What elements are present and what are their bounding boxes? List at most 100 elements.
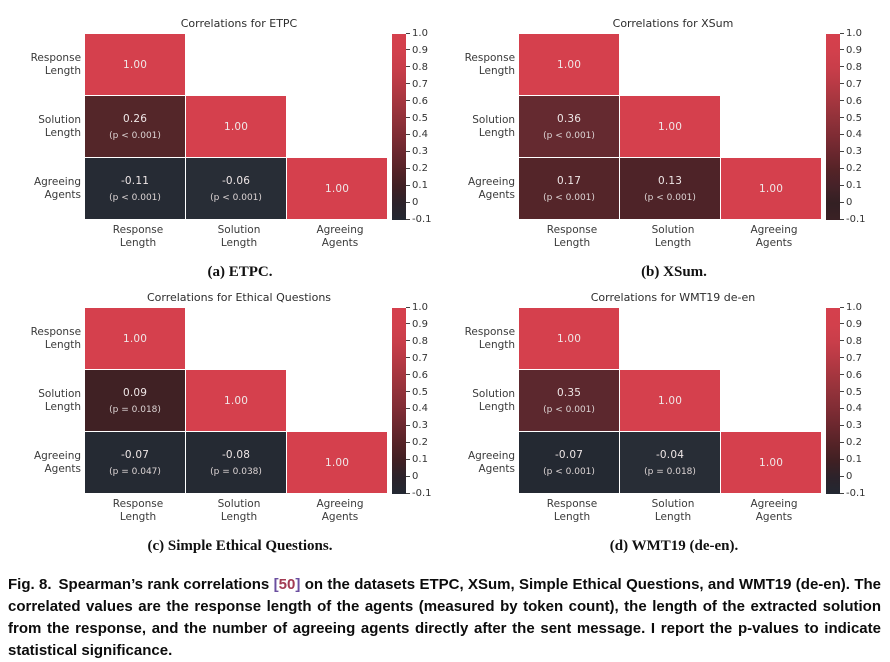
y-tick-label: Response Length [464, 52, 516, 77]
heatmap-cell: 1.00 [186, 96, 287, 157]
x-axis-labels: Response Length Solution Length Agreeing A… [522, 494, 824, 528]
heatmap-grid: 1.00 0.09 (p = 0.018) 1.00 -0.07 (p = 0.047) -… [85, 308, 388, 493]
cell-p-value: (p < 0.001) [543, 192, 595, 203]
cell-p-value: (p = 0.038) [210, 466, 262, 477]
heatmap-cell: 0.35 (p < 0.001) [519, 370, 620, 431]
colorbar [392, 34, 407, 220]
colorbar-tick-label: 0.6 [406, 370, 428, 381]
cell-value: -0.06 [221, 174, 251, 187]
heatmap-cell: 1.00 [620, 96, 721, 157]
subplot-b: Correlations for XSum Response Length Sol… [442, 12, 876, 286]
heatmap-cell: 1.00 [287, 432, 388, 493]
colorbar-tick-label: 0 [840, 198, 852, 208]
colorbar-tick-label: 0.9 [406, 319, 428, 330]
cell-p-value: (p < 0.001) [543, 130, 595, 141]
colorbar-tick-label: -0.1 [406, 489, 432, 499]
cell-value: -0.11 [120, 174, 150, 187]
colorbar-ticks: 1.0 0.9 0.8 0.7 0.6 0.5 0.4 0.3 0.2 0.1 0 -0.1 [840, 303, 878, 499]
heatmap-cell-empty [721, 34, 821, 95]
caption-text-before: Spearman’s rank correlations [58, 576, 270, 593]
colorbar-tick-label: 0.4 [406, 404, 428, 414]
plot-title: Correlations for ETPC [180, 17, 298, 30]
cell-p-value: (p = 0.018) [644, 466, 696, 477]
heatmap-cell: 0.17 (p < 0.001) [519, 158, 620, 219]
colorbar-tick-label: 0.1 [406, 181, 428, 191]
colorbar-tick-label: 0.3 [406, 147, 428, 157]
cell-value: 1.00 [223, 120, 249, 133]
x-tick-label: Agreeing Agents [750, 498, 798, 523]
plot-body: Response Length Solution Length Agreeing A… [442, 29, 878, 225]
y-tick-label: Response Length [464, 326, 516, 351]
heatmap-cell-empty [287, 96, 387, 157]
colorbar-tick-label: 0.5 [840, 113, 862, 124]
heatmap-cell: 1.00 [519, 34, 620, 95]
heatmap-cell: 1.00 [287, 158, 388, 219]
colorbar [826, 308, 841, 494]
colorbar-tick-label: 0 [840, 472, 852, 482]
cell-p-value: (p = 0.018) [109, 404, 161, 415]
cell-value: 1.00 [657, 120, 683, 133]
cell-value: 0.35 [556, 386, 582, 399]
colorbar-tick-label: 0.9 [406, 45, 428, 56]
heatmap-cell-empty [620, 34, 720, 95]
cell-p-value: (p < 0.001) [109, 130, 161, 141]
y-tick-label: Response Length [30, 326, 82, 351]
subplot-caption: (b) XSum. [641, 264, 707, 280]
y-tick-label: Response Length [30, 52, 82, 77]
plot-body: Response Length Solution Length Agreeing A… [442, 303, 878, 499]
colorbar-tick-label: 0 [406, 198, 418, 208]
citation-link[interactable]: [50] [274, 576, 301, 593]
figure-grid: Correlations for ETPC Response Length Sol… [0, 0, 890, 556]
x-tick-label: Agreeing Agents [750, 224, 798, 249]
heatmap-cell: 1.00 [85, 34, 186, 95]
heatmap-grid: 1.00 0.36 (p < 0.001) 1.00 0.17 (p < 0.001) 0.… [519, 34, 822, 219]
x-tick-label: Response Length [112, 224, 164, 249]
subplot-caption: (c) Simple Ethical Questions. [147, 538, 333, 554]
colorbar-tick-label: 0.5 [406, 113, 428, 124]
x-tick-label: Response Length [546, 224, 598, 249]
y-axis-labels: Response Length Solution Length Agreeing A… [8, 308, 85, 494]
y-tick-label: Agreeing Agents [33, 450, 82, 475]
colorbar-wrap: 1.0 0.9 0.8 0.7 0.6 0.5 0.4 0.3 0.2 0.1 0 -0.1 [826, 29, 878, 225]
heatmap-cell-empty [287, 308, 387, 369]
colorbar-wrap: 1.0 0.9 0.8 0.7 0.6 0.5 0.4 0.3 0.2 0.1 0 -0.1 [392, 29, 442, 225]
y-tick-label: Solution Length [472, 114, 516, 139]
colorbar-tick-label: 1.0 [840, 29, 862, 39]
y-tick-label: Solution Length [38, 388, 82, 413]
colorbar-tick-label: -0.1 [840, 215, 866, 225]
cell-value: 0.26 [122, 112, 148, 125]
y-tick-label: Agreeing Agents [33, 176, 82, 201]
colorbar-tick-label: 0.8 [840, 336, 862, 347]
cell-value: 1.00 [324, 456, 350, 469]
heatmap-cell: 0.09 (p = 0.018) [85, 370, 186, 431]
heatmap-cell: 1.00 [620, 370, 721, 431]
heatmap-cell: -0.04 (p = 0.018) [620, 432, 721, 493]
heatmap-cell: 0.36 (p < 0.001) [519, 96, 620, 157]
colorbar-wrap: 1.0 0.9 0.8 0.7 0.6 0.5 0.4 0.3 0.2 0.1 0 -0.1 [392, 303, 444, 499]
colorbar-tick-label: 0.3 [840, 421, 862, 431]
colorbar-tick-label: -0.1 [406, 215, 432, 225]
subplot-caption: (d) WMT19 (de-en). [609, 538, 739, 554]
subplot-a: Correlations for ETPC Response Length Sol… [8, 12, 442, 286]
colorbar-ticks: 1.0 0.9 0.8 0.7 0.6 0.5 0.4 0.3 0.2 0.1 0 -0.1 [840, 29, 878, 225]
y-axis-labels: Response Length Solution Length Agreeing A… [8, 34, 85, 220]
caption-text-after: on the datasets ETPC, XSum, Simple Ethic… [8, 576, 881, 660]
colorbar-tick-label: 0.3 [840, 147, 862, 157]
colorbar-tick-label: 1.0 [406, 29, 428, 39]
heatmap-grid: 1.00 0.35 (p < 0.001) 1.00 -0.07 (p < 0.001) -… [519, 308, 822, 493]
cell-p-value: (p < 0.001) [109, 192, 161, 203]
cell-p-value: (p < 0.001) [644, 192, 696, 203]
colorbar-ticks: 1.0 0.9 0.8 0.7 0.6 0.5 0.4 0.3 0.2 0.1 0 -0.1 [406, 303, 444, 499]
colorbar-tick-label: 0.7 [840, 79, 862, 90]
heatmap-cell-empty [287, 370, 387, 431]
plot-title: Correlations for Ethical Questions [146, 291, 332, 304]
cell-value: 1.00 [657, 394, 683, 407]
cell-value: 1.00 [122, 332, 148, 345]
heatmap-cell-empty [186, 308, 286, 369]
colorbar-tick-label: 0.1 [406, 455, 428, 465]
cell-value: -0.08 [221, 448, 251, 461]
plot-title: Correlations for WMT19 de-en [590, 291, 756, 304]
cell-value: 1.00 [324, 182, 350, 195]
colorbar-tick-label: 0.5 [840, 387, 862, 398]
cell-p-value: (p < 0.001) [210, 192, 262, 203]
